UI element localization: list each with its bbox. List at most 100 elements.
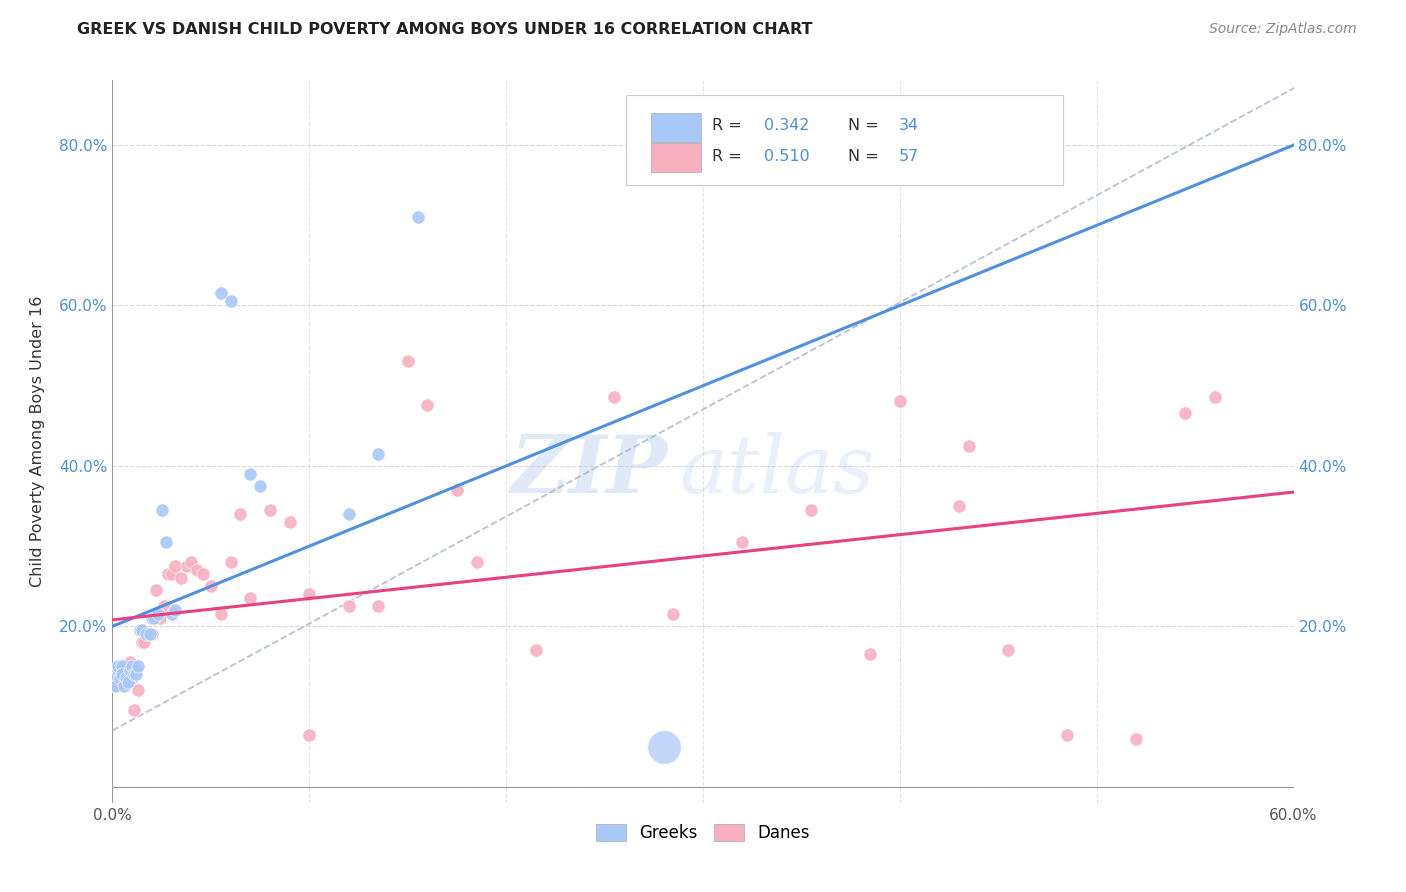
- Point: [146, 607, 169, 621]
- Point: [112, 675, 135, 690]
- Point: [209, 607, 232, 621]
- Point: [125, 667, 148, 681]
- Point: [145, 583, 167, 598]
- Point: [1125, 731, 1147, 746]
- FancyBboxPatch shape: [651, 143, 700, 172]
- Point: [1174, 406, 1197, 420]
- Point: [141, 627, 163, 641]
- Point: [103, 680, 125, 694]
- Point: [129, 623, 152, 637]
- Point: [121, 671, 143, 685]
- Point: [239, 591, 262, 606]
- Legend: Greeks, Danes: Greeks, Danes: [589, 817, 817, 848]
- Point: [111, 667, 134, 681]
- Point: [136, 627, 159, 641]
- Point: [465, 555, 488, 569]
- Point: [120, 655, 142, 669]
- Point: [160, 607, 183, 621]
- Point: [1204, 391, 1226, 405]
- Point: [107, 659, 129, 673]
- Point: [103, 671, 125, 685]
- Text: GREEK VS DANISH CHILD POVERTY AMONG BOYS UNDER 16 CORRELATION CHART: GREEK VS DANISH CHILD POVERTY AMONG BOYS…: [77, 22, 813, 37]
- Text: N =: N =: [848, 118, 884, 133]
- Y-axis label: Child Poverty Among Boys Under 16: Child Poverty Among Boys Under 16: [31, 296, 45, 587]
- Point: [107, 664, 129, 678]
- Point: [125, 664, 148, 678]
- Point: [948, 499, 970, 513]
- Text: Source: ZipAtlas.com: Source: ZipAtlas.com: [1209, 22, 1357, 37]
- Point: [142, 611, 165, 625]
- Point: [165, 558, 187, 573]
- Text: 0.342: 0.342: [765, 118, 810, 133]
- Point: [115, 667, 138, 681]
- Point: [859, 648, 882, 662]
- Point: [135, 627, 157, 641]
- Point: [141, 611, 163, 625]
- Text: R =: R =: [713, 118, 748, 133]
- Point: [131, 635, 153, 649]
- Point: [889, 394, 911, 409]
- Point: [191, 567, 214, 582]
- Point: [105, 680, 128, 694]
- Point: [110, 664, 132, 678]
- Point: [121, 659, 143, 673]
- Text: N =: N =: [848, 149, 884, 163]
- Point: [156, 567, 179, 582]
- Point: [239, 467, 262, 481]
- Text: 0.510: 0.510: [765, 149, 810, 163]
- Point: [155, 534, 177, 549]
- Point: [127, 683, 149, 698]
- Point: [278, 515, 301, 529]
- Text: R =: R =: [713, 149, 748, 163]
- Text: 57: 57: [898, 149, 920, 163]
- Point: [337, 507, 360, 521]
- Point: [1056, 728, 1078, 742]
- FancyBboxPatch shape: [651, 112, 700, 142]
- Point: [149, 611, 172, 625]
- Point: [298, 587, 321, 601]
- Point: [127, 659, 149, 673]
- Text: atlas: atlas: [679, 432, 875, 509]
- Point: [219, 293, 242, 308]
- Point: [662, 607, 685, 621]
- Point: [367, 446, 389, 460]
- Point: [170, 571, 193, 585]
- Point: [132, 635, 155, 649]
- Point: [111, 659, 134, 673]
- Point: [117, 659, 139, 673]
- Point: [165, 603, 187, 617]
- Point: [160, 567, 183, 582]
- Point: [396, 354, 419, 368]
- Point: [406, 210, 429, 224]
- Point: [112, 680, 135, 694]
- Point: [800, 502, 823, 516]
- Point: [524, 643, 547, 657]
- Point: [139, 627, 162, 641]
- Point: [117, 675, 139, 690]
- Point: [131, 623, 153, 637]
- FancyBboxPatch shape: [626, 95, 1063, 185]
- Point: [337, 599, 360, 614]
- Text: ZIP: ZIP: [510, 432, 668, 509]
- Point: [110, 671, 132, 685]
- Point: [997, 643, 1019, 657]
- Point: [180, 555, 202, 569]
- Point: [120, 664, 142, 678]
- Point: [416, 398, 439, 412]
- Point: [107, 671, 129, 685]
- Point: [122, 667, 145, 681]
- Point: [603, 391, 626, 405]
- Text: 34: 34: [898, 118, 920, 133]
- Point: [219, 555, 242, 569]
- Point: [111, 675, 134, 690]
- Point: [367, 599, 389, 614]
- Point: [229, 507, 252, 521]
- Point: [176, 558, 198, 573]
- Point: [115, 671, 138, 685]
- Point: [186, 563, 208, 577]
- Point: [259, 502, 281, 516]
- Point: [122, 703, 145, 717]
- Point: [209, 285, 232, 300]
- Point: [957, 438, 980, 452]
- Point: [105, 667, 128, 681]
